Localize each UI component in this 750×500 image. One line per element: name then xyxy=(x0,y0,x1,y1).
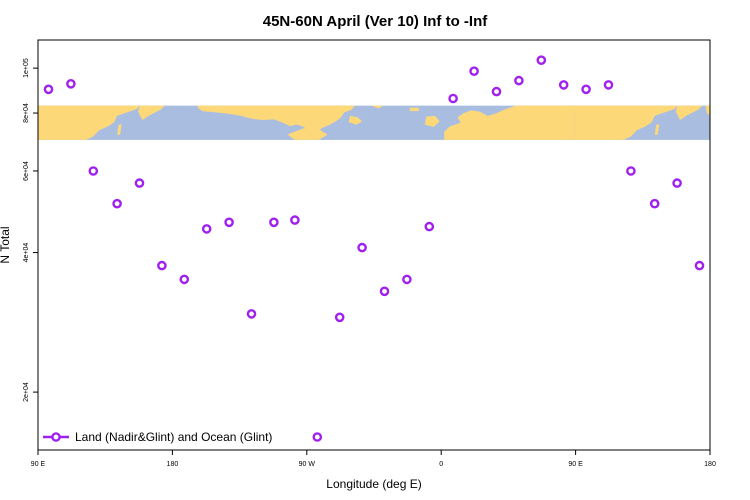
data-point-0-16 xyxy=(402,274,412,285)
world-map-band xyxy=(38,105,710,140)
map-land-7 xyxy=(409,107,419,112)
data-point-0-1 xyxy=(66,79,76,89)
data-point-0-18 xyxy=(448,93,458,104)
map-land-0 xyxy=(38,105,140,140)
x-tick-label-0: 90 E xyxy=(31,461,46,468)
data-points xyxy=(43,55,705,442)
data-point-0-9 xyxy=(246,309,257,319)
x-tick-label-4: 90 E xyxy=(568,461,583,468)
legend-label: Land (Nadir&Glint) and Ocean (Glint) xyxy=(75,430,272,444)
map-land-4 xyxy=(287,128,328,140)
map-land-2 xyxy=(117,124,122,135)
map-land-8 xyxy=(424,115,440,127)
data-point-0-6 xyxy=(179,274,190,285)
data-point-0-21 xyxy=(514,75,524,86)
y-tick-label-2: 6e+04 xyxy=(23,161,30,181)
x-tick-label-2: 90 W xyxy=(299,461,316,468)
x-tick-label-1: 180 xyxy=(167,461,179,468)
data-point-0-27 xyxy=(649,198,660,209)
data-point-0-11 xyxy=(290,215,300,225)
data-point-0-12 xyxy=(312,432,323,442)
data-point-0-10 xyxy=(269,217,279,228)
data-point-0-2 xyxy=(88,166,99,176)
y-tick-label-3: 8e+04 xyxy=(23,103,30,123)
x-axis-label: Longitude (deg E) xyxy=(326,477,421,491)
y-tick-label-0: 2e+04 xyxy=(23,382,30,402)
map-land-11 xyxy=(675,105,703,120)
data-point-0-29 xyxy=(694,260,705,271)
chart-title: 45N-60N April (Ver 10) Inf to -Inf xyxy=(263,13,488,30)
data-point-0-26 xyxy=(626,166,636,176)
data-point-0-3 xyxy=(112,198,122,209)
data-point-0-20 xyxy=(491,86,502,97)
data-point-0-25 xyxy=(603,80,614,90)
map-land-13 xyxy=(705,105,710,116)
data-point-0-17 xyxy=(424,221,435,232)
data-point-0-22 xyxy=(536,55,547,66)
data-point-0-13 xyxy=(334,312,345,323)
x-tick-label-3: 0 xyxy=(439,461,443,468)
data-point-0-8 xyxy=(224,217,234,228)
y-tick-label-4: 1e+05 xyxy=(23,58,30,78)
legend-marker-swatch xyxy=(51,432,61,442)
x-axis: 90 E 180 90 W 0 90 E 180 xyxy=(31,450,716,468)
data-point-0-28 xyxy=(672,178,682,188)
y-tick-label-1: 4e+04 xyxy=(23,243,30,263)
legend: Land (Nadir&Glint) and Ocean (Glint) xyxy=(43,430,272,444)
data-point-0-5 xyxy=(157,260,167,271)
map-land-9 xyxy=(444,105,576,140)
map-land-3 xyxy=(197,105,355,133)
x-tick-label-5: 180 xyxy=(704,461,716,468)
plot-frame xyxy=(37,39,711,451)
map-land-10 xyxy=(575,105,678,140)
map-land-5 xyxy=(348,115,363,125)
map-land-6 xyxy=(371,105,383,109)
data-point-0-14 xyxy=(357,242,367,253)
y-axis: 2e+04 4e+04 6e+04 8e+04 1e+05 xyxy=(23,58,38,402)
data-point-0-19 xyxy=(469,66,479,76)
map-land-12 xyxy=(654,124,660,135)
data-point-0-24 xyxy=(581,84,591,95)
map-land-1 xyxy=(138,105,165,120)
data-point-0-0 xyxy=(43,84,54,95)
y-axis-label: N Total xyxy=(0,226,12,263)
data-point-0-23 xyxy=(558,80,569,90)
data-point-0-15 xyxy=(379,286,390,297)
data-point-0-7 xyxy=(201,224,212,234)
data-point-0-4 xyxy=(134,178,145,188)
